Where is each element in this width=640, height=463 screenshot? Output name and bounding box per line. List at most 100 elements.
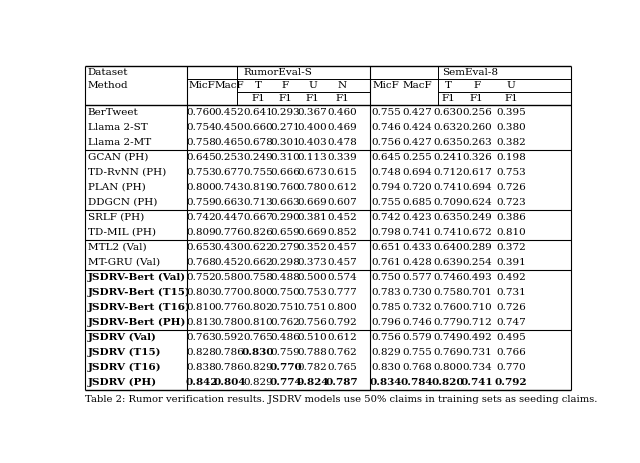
Text: U: U — [308, 81, 317, 90]
Text: 0.804: 0.804 — [213, 378, 246, 387]
Text: 0.768: 0.768 — [403, 363, 432, 372]
Text: 0.810: 0.810 — [243, 318, 273, 327]
Text: 0.653: 0.653 — [187, 243, 216, 252]
Text: RumorEval-S: RumorEval-S — [244, 68, 313, 76]
Text: 0.749: 0.749 — [433, 333, 463, 342]
Text: 0.667: 0.667 — [243, 213, 273, 222]
Text: 0.802: 0.802 — [243, 303, 273, 312]
Text: 0.741: 0.741 — [433, 228, 463, 237]
Text: 0.254: 0.254 — [462, 258, 492, 267]
Text: 0.842: 0.842 — [186, 378, 218, 387]
Text: 0.400: 0.400 — [298, 123, 328, 132]
Text: MacF: MacF — [215, 81, 244, 90]
Text: 0.256: 0.256 — [462, 108, 492, 117]
Text: 0.828: 0.828 — [187, 348, 216, 357]
Text: 0.113: 0.113 — [298, 153, 328, 162]
Text: 0.279: 0.279 — [271, 243, 300, 252]
Text: 0.391: 0.391 — [496, 258, 526, 267]
Text: 0.493: 0.493 — [462, 273, 492, 282]
Text: MTL2 (Val): MTL2 (Val) — [88, 243, 147, 252]
Text: 0.255: 0.255 — [403, 153, 432, 162]
Text: 0.731: 0.731 — [496, 288, 526, 297]
Text: 0.326: 0.326 — [462, 153, 492, 162]
Text: 0.662: 0.662 — [243, 258, 273, 267]
Text: 0.293: 0.293 — [271, 108, 300, 117]
Text: 0.747: 0.747 — [496, 318, 526, 327]
Text: U: U — [506, 81, 515, 90]
Text: 0.824: 0.824 — [296, 378, 329, 387]
Text: 0.800: 0.800 — [187, 183, 216, 192]
Text: 0.754: 0.754 — [187, 123, 216, 132]
Text: 0.427: 0.427 — [403, 138, 432, 147]
Text: 0.424: 0.424 — [403, 123, 432, 132]
Text: DDGCN (PH): DDGCN (PH) — [88, 198, 157, 207]
Text: 0.762: 0.762 — [327, 348, 357, 357]
Text: 0.777: 0.777 — [327, 288, 357, 297]
Text: 0.651: 0.651 — [371, 243, 401, 252]
Text: 0.510: 0.510 — [298, 333, 328, 342]
Text: 0.810: 0.810 — [496, 228, 526, 237]
Text: 0.809: 0.809 — [187, 228, 216, 237]
Text: F1: F1 — [278, 94, 292, 103]
Text: 0.666: 0.666 — [271, 168, 300, 177]
Text: 0.382: 0.382 — [496, 138, 526, 147]
Text: 0.677: 0.677 — [214, 168, 244, 177]
Text: 0.492: 0.492 — [496, 273, 526, 282]
Text: 0.762: 0.762 — [271, 318, 300, 327]
Text: 0.612: 0.612 — [327, 183, 357, 192]
Text: 0.770: 0.770 — [496, 363, 526, 372]
Text: 0.826: 0.826 — [243, 228, 273, 237]
Text: 0.783: 0.783 — [371, 288, 401, 297]
Text: 0.372: 0.372 — [496, 243, 526, 252]
Text: 0.663: 0.663 — [214, 198, 244, 207]
Text: 0.766: 0.766 — [496, 348, 526, 357]
Text: 0.457: 0.457 — [327, 243, 357, 252]
Text: 0.759: 0.759 — [187, 198, 216, 207]
Text: 0.615: 0.615 — [327, 168, 357, 177]
Text: 0.672: 0.672 — [462, 228, 492, 237]
Text: Method: Method — [88, 81, 129, 90]
Text: 0.743: 0.743 — [214, 183, 244, 192]
Text: 0.765: 0.765 — [327, 363, 357, 372]
Text: MT-GRU (Val): MT-GRU (Val) — [88, 258, 160, 267]
Text: 0.669: 0.669 — [298, 198, 328, 207]
Text: 0.750: 0.750 — [271, 288, 300, 297]
Text: 0.373: 0.373 — [298, 258, 328, 267]
Text: 0.701: 0.701 — [462, 288, 492, 297]
Text: 0.792: 0.792 — [495, 378, 527, 387]
Text: 0.753: 0.753 — [298, 288, 328, 297]
Text: 0.798: 0.798 — [371, 228, 401, 237]
Text: 0.673: 0.673 — [298, 168, 328, 177]
Text: 0.787: 0.787 — [326, 378, 358, 387]
Text: 0.198: 0.198 — [496, 153, 526, 162]
Text: 0.381: 0.381 — [298, 213, 328, 222]
Text: 0.709: 0.709 — [433, 198, 463, 207]
Text: 0.720: 0.720 — [403, 183, 432, 192]
Text: GCAN (PH): GCAN (PH) — [88, 153, 148, 162]
Text: 0.769: 0.769 — [433, 348, 463, 357]
Text: 0.635: 0.635 — [433, 138, 463, 147]
Text: Dataset: Dataset — [88, 68, 128, 76]
Text: Llama 2-ST: Llama 2-ST — [88, 123, 147, 132]
Text: 0.758: 0.758 — [243, 273, 273, 282]
Text: 0.592: 0.592 — [214, 333, 244, 342]
Text: TD-MIL (PH): TD-MIL (PH) — [88, 228, 156, 237]
Text: 0.660: 0.660 — [243, 123, 273, 132]
Text: 0.755: 0.755 — [371, 108, 401, 117]
Text: 0.819: 0.819 — [243, 183, 273, 192]
Text: 0.751: 0.751 — [271, 303, 300, 312]
Text: 0.759: 0.759 — [271, 348, 300, 357]
Text: 0.577: 0.577 — [403, 273, 432, 282]
Text: 0.803: 0.803 — [187, 288, 216, 297]
Text: 0.765: 0.765 — [243, 333, 273, 342]
Text: PLAN (PH): PLAN (PH) — [88, 183, 145, 192]
Text: 0.469: 0.469 — [327, 123, 357, 132]
Text: 0.310: 0.310 — [271, 153, 300, 162]
Text: 0.710: 0.710 — [462, 303, 492, 312]
Text: 0.457: 0.457 — [327, 258, 357, 267]
Text: 0.579: 0.579 — [403, 333, 432, 342]
Text: 0.433: 0.433 — [403, 243, 432, 252]
Text: SRLF (PH): SRLF (PH) — [88, 213, 144, 222]
Text: 0.460: 0.460 — [327, 108, 357, 117]
Text: 0.253: 0.253 — [214, 153, 244, 162]
